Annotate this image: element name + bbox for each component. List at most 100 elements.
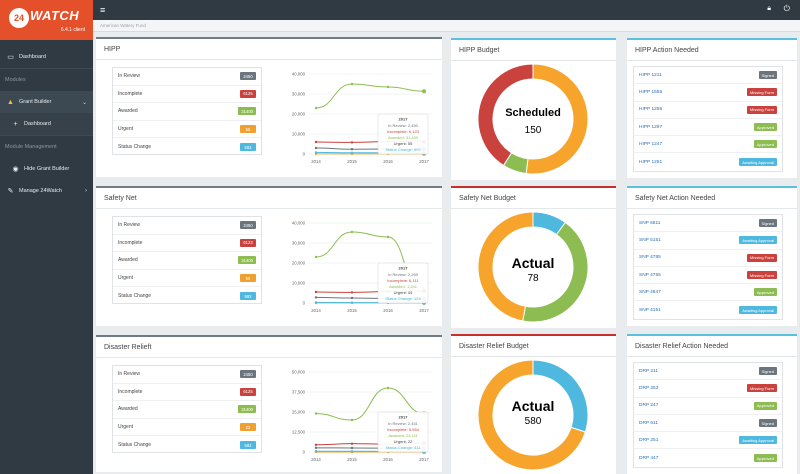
action-link[interactable]: DRP 447 xyxy=(639,455,659,461)
data-point[interactable] xyxy=(314,301,318,304)
status-badge: 2450 xyxy=(240,72,256,81)
action-row[interactable]: HIPP 1297 Approved xyxy=(634,119,782,137)
data-point[interactable] xyxy=(350,148,354,151)
data-point[interactable] xyxy=(350,301,354,304)
status-row[interactable]: In Review 2450 xyxy=(113,217,261,235)
donut-slice[interactable] xyxy=(477,359,586,471)
status-row[interactable]: Awarded 31400 xyxy=(113,103,261,121)
panel-title: HIPP Budget xyxy=(451,40,616,61)
data-point[interactable] xyxy=(350,291,354,294)
data-point[interactable] xyxy=(314,446,318,450)
action-link[interactable]: DRP 611 xyxy=(639,420,659,426)
action-row[interactable]: HIPP 1555 Missing Form xyxy=(634,84,782,102)
action-row[interactable]: HIPP 1255 Missing Form xyxy=(634,102,782,119)
action-row[interactable]: DRP 247 Approved xyxy=(634,398,782,415)
action-row[interactable]: DRP 211 Signed xyxy=(634,363,782,381)
status-row[interactable]: Status Change 592 xyxy=(113,436,261,454)
action-link[interactable]: HIPP 1251 xyxy=(639,159,663,165)
action-row[interactable]: HIPP 1247 Approved xyxy=(634,136,782,154)
status-row[interactable]: Awarded 31400 xyxy=(113,401,261,419)
data-point[interactable] xyxy=(386,85,390,89)
action-link[interactable]: SNP 4151 xyxy=(639,307,661,313)
data-point[interactable] xyxy=(350,151,354,154)
data-point[interactable] xyxy=(386,235,390,239)
status-label: Status Change xyxy=(118,293,152,300)
action-link[interactable]: HIPP 1297 xyxy=(639,124,663,130)
action-row[interactable]: DRP 611 Signed xyxy=(634,415,782,433)
action-row[interactable]: SNP 5151 Awaiting Approval xyxy=(634,232,782,250)
data-point[interactable] xyxy=(314,140,318,144)
data-point[interactable] xyxy=(350,442,354,445)
action-row[interactable]: DRP 251 Awaiting Approval xyxy=(634,432,782,450)
data-point[interactable] xyxy=(350,230,354,234)
action-link[interactable]: SNP 4755 xyxy=(639,272,661,278)
data-point[interactable] xyxy=(350,450,354,453)
logo[interactable]: 24 WATCH 6.4.1 client xyxy=(0,0,93,40)
data-point[interactable] xyxy=(314,255,318,259)
status-row[interactable]: In Review 2450 xyxy=(113,68,261,86)
status-row[interactable]: Status Change 592 xyxy=(113,287,261,305)
status-row[interactable]: Incomplete 6123 xyxy=(113,235,261,253)
action-link[interactable]: HIPP 1255 xyxy=(639,107,663,113)
sidebar-item-manage-24watch[interactable]: ✎ Manage 24Watch › xyxy=(0,180,93,202)
action-link[interactable]: DRP 247 xyxy=(639,403,659,409)
sidebar-item-grant-dashboard[interactable]: + Dashboard xyxy=(0,113,93,135)
status-row[interactable]: Awarded 31400 xyxy=(113,252,261,270)
donut-label: Scheduled xyxy=(505,107,561,119)
data-point[interactable] xyxy=(314,106,318,110)
data-point[interactable] xyxy=(350,141,354,144)
data-point[interactable] xyxy=(350,296,354,300)
action-row[interactable]: HIPP 1251 Awaiting Approval xyxy=(634,153,782,170)
status-row[interactable]: Urgent 55 xyxy=(113,121,261,139)
data-point[interactable] xyxy=(350,82,354,86)
action-row[interactable]: SNP 4785 Missing Form xyxy=(634,250,782,267)
data-point[interactable] xyxy=(314,151,318,154)
action-link[interactable]: HIPP 1247 xyxy=(639,141,663,147)
status-row[interactable]: Urgent 22 xyxy=(113,419,261,437)
action-link[interactable]: SNP 5151 xyxy=(639,237,661,243)
action-row[interactable]: SNP 4847 Approved xyxy=(634,284,782,302)
action-link[interactable]: DRP 251 xyxy=(639,437,659,443)
action-row[interactable]: SNP 4755 Missing Form xyxy=(634,267,782,285)
action-link[interactable]: SNP 4785 xyxy=(639,255,661,261)
status-row[interactable]: In Review 2450 xyxy=(113,366,261,384)
data-point[interactable] xyxy=(314,146,318,150)
status-row[interactable]: Incomplete 6125 xyxy=(113,384,261,402)
menu-icon[interactable]: ≡ xyxy=(100,5,106,15)
data-point[interactable] xyxy=(314,290,318,294)
action-link[interactable]: DRP 211 xyxy=(639,368,659,374)
tooltip-line: Urgent: 55 xyxy=(394,141,413,146)
donut-slice[interactable] xyxy=(477,63,534,167)
data-point[interactable] xyxy=(314,412,318,415)
action-link[interactable]: SNP 6811 xyxy=(639,220,661,226)
data-point[interactable] xyxy=(350,446,354,450)
power-icon[interactable]: ⏻ xyxy=(783,4,790,13)
lock-icon[interactable]: 🔒︎ xyxy=(767,5,771,12)
status-row[interactable]: Incomplete 6125 xyxy=(113,86,261,104)
action-link[interactable]: SNP 4847 xyxy=(639,289,661,295)
action-link[interactable]: DRP 253 xyxy=(639,385,659,391)
action-row[interactable]: SNP 4151 Awaiting Approval xyxy=(634,301,782,318)
sidebar-item-dashboard[interactable]: ▭ Dashboard xyxy=(0,46,93,68)
data-point[interactable] xyxy=(314,443,318,446)
data-point[interactable] xyxy=(422,89,426,94)
action-link[interactable]: HIPP 1211 xyxy=(639,72,662,78)
sidebar-item-label: Grant Builder xyxy=(19,99,52,105)
sidebar-item-hide-grant-builder[interactable]: ◉ Hide Grant Builder xyxy=(0,158,93,180)
data-point[interactable] xyxy=(314,296,318,299)
status-row[interactable]: Status Change 592 xyxy=(113,138,261,156)
donut-slice[interactable] xyxy=(477,211,534,322)
data-point[interactable] xyxy=(314,450,318,453)
action-link[interactable]: HIPP 1555 xyxy=(639,89,663,95)
data-point[interactable] xyxy=(350,418,354,422)
action-row[interactable]: DRP 447 Approved xyxy=(634,449,782,466)
status-badge: Approved xyxy=(753,288,777,297)
sidebar-item-grant-builder[interactable]: ▲ Grant Builder ⌄ xyxy=(0,91,93,113)
action-row[interactable]: HIPP 1211 Signed xyxy=(634,67,782,85)
action-row[interactable]: SNP 6811 Signed xyxy=(634,215,782,233)
data-point[interactable] xyxy=(386,386,390,390)
status-row[interactable]: Urgent 55 xyxy=(113,270,261,288)
donut-slice[interactable] xyxy=(525,63,589,175)
action-row[interactable]: DRP 253 Missing Form xyxy=(634,380,782,398)
budget-panel: Safety Net Budget Actual 78 xyxy=(451,186,616,328)
